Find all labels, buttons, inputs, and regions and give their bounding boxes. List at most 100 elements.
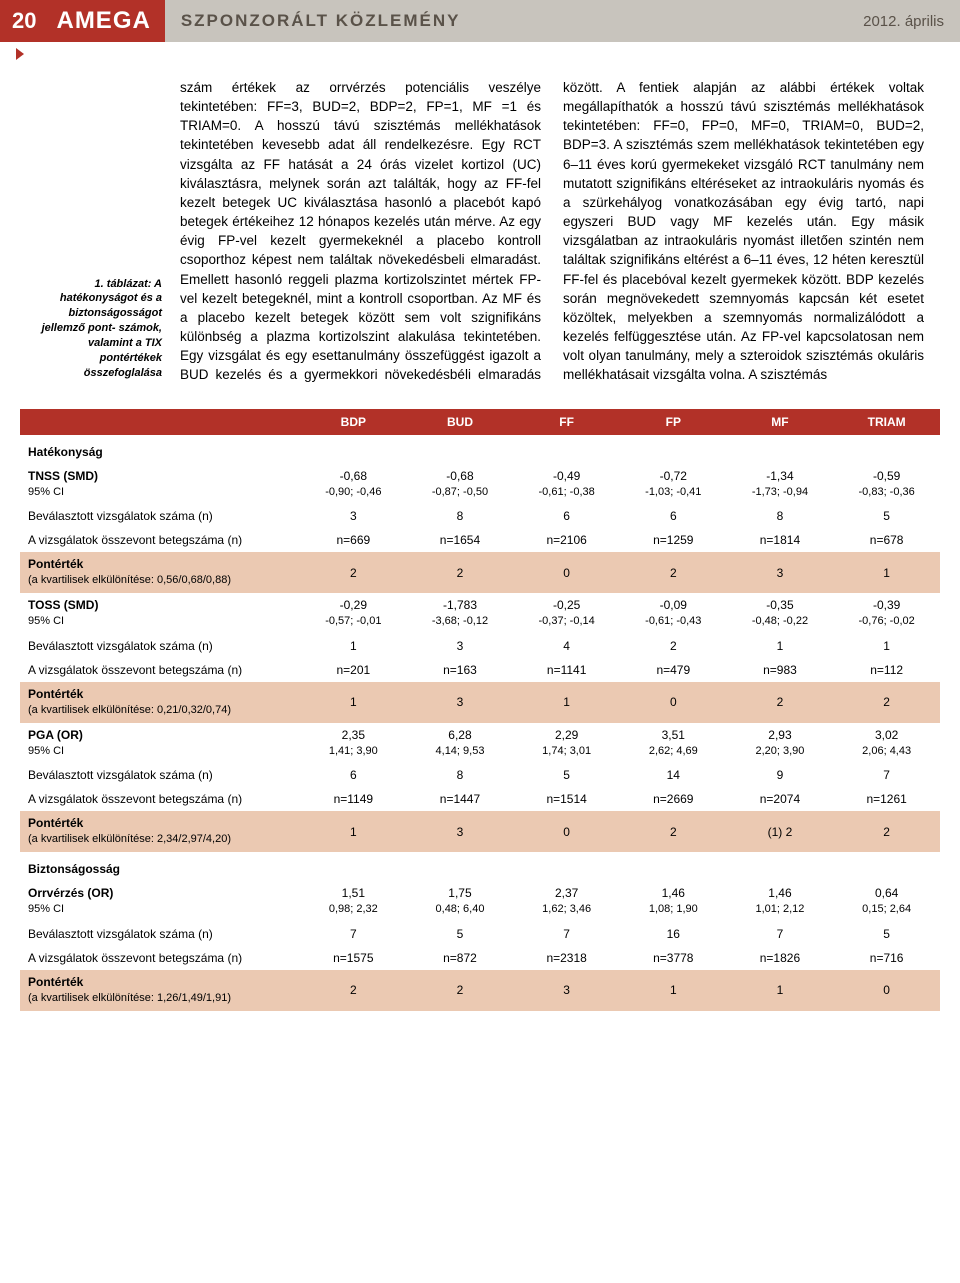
data-cell: 2 <box>620 634 727 658</box>
data-cell: 4 <box>513 634 620 658</box>
data-cell: 8 <box>727 504 834 528</box>
row-label: TOSS (SMD)95% CI <box>20 593 300 634</box>
data-cell: n=983 <box>727 658 834 682</box>
row-label: Pontérték(a kvartilisek elkülönítése: 0,… <box>20 682 300 723</box>
table-row: TNSS (SMD)95% CI-0,68-0,90; -0,46-0,68-0… <box>20 464 940 505</box>
page-header: 20 AMEGA SZPONZORÁLT KÖZLEMÉNY 2012. ápr… <box>0 0 960 42</box>
data-cell: n=1814 <box>727 528 834 552</box>
data-cell: n=1575 <box>300 946 407 970</box>
row-label: Pontérték(a kvartilisek elkülönítése: 0,… <box>20 552 300 593</box>
data-cell: 14 <box>620 763 727 787</box>
data-cell: -0,72-1,03; -0,41 <box>620 464 727 505</box>
data-cell: 1,461,01; 2,12 <box>727 881 834 922</box>
brand-name: AMEGA <box>48 0 164 42</box>
score-cell: 2 <box>727 682 834 723</box>
data-cell: n=669 <box>300 528 407 552</box>
data-cell: 2,291,74; 3,01 <box>513 723 620 764</box>
data-cell: n=201 <box>300 658 407 682</box>
data-cell: n=716 <box>833 946 940 970</box>
table-row: Beválasztott vizsgálatok száma (n)685149… <box>20 763 940 787</box>
score-cell: 2 <box>620 811 727 852</box>
score-cell: 3 <box>407 811 514 852</box>
body-text: szám értékek az orrvérzés potenciális ve… <box>162 78 924 385</box>
score-cell: 2 <box>300 552 407 593</box>
data-cell: n=1514 <box>513 787 620 811</box>
section-title: SZPONZORÁLT KÖZLEMÉNY <box>181 11 461 31</box>
row-label: Beválasztott vizsgálatok száma (n) <box>20 634 300 658</box>
table-row: Beválasztott vizsgálatok száma (n)386685 <box>20 504 940 528</box>
table-row: Orrvérzés (OR)95% CI1,510,98; 2,321,750,… <box>20 881 940 922</box>
score-cell: (1) 2 <box>727 811 834 852</box>
data-cell: -1,34-1,73; -0,94 <box>727 464 834 505</box>
table-header-cell: BUD <box>407 409 514 435</box>
table-row: Beválasztott vizsgálatok száma (n)757167… <box>20 922 940 946</box>
data-cell: 0,640,15; 2,64 <box>833 881 940 922</box>
data-cell: 1,461,08; 1,90 <box>620 881 727 922</box>
data-cell: 9 <box>727 763 834 787</box>
data-cell: 8 <box>407 763 514 787</box>
table-header-cell: MF <box>727 409 834 435</box>
data-cell: -0,68-0,90; -0,46 <box>300 464 407 505</box>
data-cell: 5 <box>833 504 940 528</box>
data-cell: -0,49-0,61; -0,38 <box>513 464 620 505</box>
score-cell: 1 <box>727 970 834 1011</box>
score-cell: 3 <box>407 682 514 723</box>
table-row: TOSS (SMD)95% CI-0,29-0,57; -0,01-1,783-… <box>20 593 940 634</box>
table-row: Hatékonyság <box>20 435 940 464</box>
data-cell: 3,512,62; 4,69 <box>620 723 727 764</box>
table-header-cell: TRIAM <box>833 409 940 435</box>
data-cell: 2,371,62; 3,46 <box>513 881 620 922</box>
data-cell: 6 <box>300 763 407 787</box>
data-cell: 6,284,14; 9,53 <box>407 723 514 764</box>
data-cell: -0,59-0,83; -0,36 <box>833 464 940 505</box>
table-row: Pontérték(a kvartilisek elkülönítése: 2,… <box>20 811 940 852</box>
data-cell: 1 <box>727 634 834 658</box>
table-row: PGA (OR)95% CI2,351,41; 3,906,284,14; 9,… <box>20 723 940 764</box>
table-row: Biztonságosság <box>20 852 940 881</box>
data-cell: 16 <box>620 922 727 946</box>
score-cell: 1 <box>513 682 620 723</box>
data-cell: n=112 <box>833 658 940 682</box>
data-cell: -0,35-0,48; -0,22 <box>727 593 834 634</box>
data-cell: 6 <box>620 504 727 528</box>
row-label: Beválasztott vizsgálatok száma (n) <box>20 504 300 528</box>
row-label: A vizsgálatok összevont betegszáma (n) <box>20 946 300 970</box>
data-cell: n=1149 <box>300 787 407 811</box>
score-cell: 2 <box>833 682 940 723</box>
table-header-cell <box>20 409 300 435</box>
table-row: Beválasztott vizsgálatok száma (n)134211 <box>20 634 940 658</box>
score-cell: 1 <box>300 682 407 723</box>
score-cell: 0 <box>513 811 620 852</box>
data-cell: n=678 <box>833 528 940 552</box>
row-label: Pontérték(a kvartilisek elkülönítése: 1,… <box>20 970 300 1011</box>
row-label: A vizsgálatok összevont betegszáma (n) <box>20 658 300 682</box>
score-cell: 0 <box>833 970 940 1011</box>
score-cell: 3 <box>513 970 620 1011</box>
data-cell: n=3778 <box>620 946 727 970</box>
page-number: 20 <box>0 0 48 42</box>
data-cell: n=2074 <box>727 787 834 811</box>
table-header-cell: FF <box>513 409 620 435</box>
table-row: Pontérték(a kvartilisek elkülönítése: 0,… <box>20 552 940 593</box>
data-cell: 8 <box>407 504 514 528</box>
row-label: Beválasztott vizsgálatok száma (n) <box>20 922 300 946</box>
table-row: Pontérték(a kvartilisek elkülönítése: 1,… <box>20 970 940 1011</box>
score-cell: 0 <box>620 682 727 723</box>
data-cell: 2,351,41; 3,90 <box>300 723 407 764</box>
data-cell: -0,09-0,61; -0,43 <box>620 593 727 634</box>
data-cell: 1,510,98; 2,32 <box>300 881 407 922</box>
table-row: A vizsgálatok összevont betegszáma (n)n=… <box>20 787 940 811</box>
data-cell: 7 <box>833 763 940 787</box>
row-label: A vizsgálatok összevont betegszáma (n) <box>20 787 300 811</box>
data-cell: 6 <box>513 504 620 528</box>
data-cell: 5 <box>513 763 620 787</box>
data-cell: 5 <box>833 922 940 946</box>
table-row: A vizsgálatok összevont betegszáma (n)n=… <box>20 658 940 682</box>
data-cell: n=2669 <box>620 787 727 811</box>
results-table: BDPBUDFFFPMFTRIAM HatékonyságTNSS (SMD)9… <box>20 409 940 1011</box>
row-label: PGA (OR)95% CI <box>20 723 300 764</box>
data-cell: n=163 <box>407 658 514 682</box>
data-cell: -0,68-0,87; -0,50 <box>407 464 514 505</box>
data-cell: 1 <box>300 634 407 658</box>
score-cell: 2 <box>833 811 940 852</box>
